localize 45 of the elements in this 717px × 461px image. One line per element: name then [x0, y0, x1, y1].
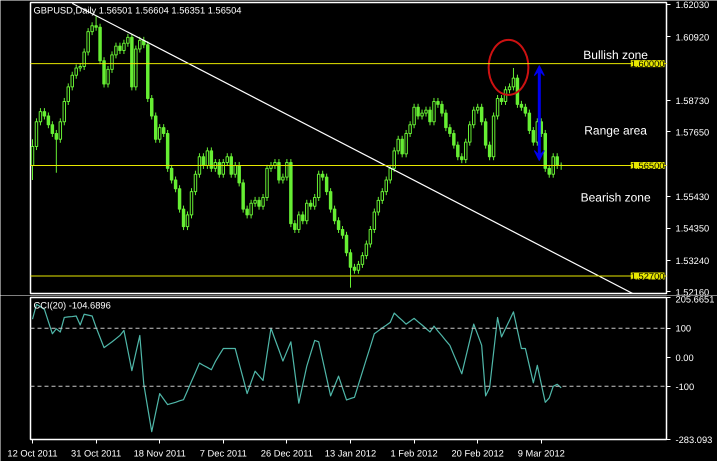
y-tick-label: 0.00 — [676, 352, 694, 363]
candlestick — [305, 199, 308, 225]
y-tick-label: 1.62030 — [676, 0, 710, 10]
y-tick-label: 1.58730 — [676, 96, 710, 106]
candlestick — [297, 210, 301, 234]
y-tick-label: 100 — [676, 324, 692, 334]
x-tick-label: 20 Feb 2012 — [451, 448, 504, 458]
candlestick — [122, 39, 126, 55]
y-tick-label: 1.53240 — [676, 256, 710, 266]
x-tick-label: 31 Oct 2011 — [71, 448, 122, 458]
candlestick — [218, 158, 222, 178]
candlestick — [249, 199, 253, 219]
x-tick-label: 7 Dec 2011 — [200, 448, 247, 458]
candlestick — [432, 97, 436, 126]
x-tick-label: 18 Nov 2011 — [134, 448, 186, 458]
x-tick-label: 26 Dec 2011 — [260, 448, 314, 458]
candlestick — [206, 146, 210, 170]
candlestick — [230, 152, 233, 178]
candlestick — [210, 146, 214, 172]
candlestick — [222, 158, 226, 178]
candlestick — [400, 135, 404, 158]
candlestick — [420, 109, 424, 120]
y-tick-label: 1.55430 — [676, 192, 710, 202]
x-tick-label: 13 Jan 2012 — [324, 448, 376, 458]
y-tick-label: -283.093 — [676, 435, 712, 445]
x-tick-label: 1 Feb 2012 — [390, 448, 438, 458]
ref-line-label: 1.52700 — [630, 272, 665, 282]
y-tick-label: 1.52160 — [676, 287, 710, 298]
candlestick — [118, 42, 122, 55]
y-tick-label: 205.6651 — [676, 294, 714, 304]
x-tick-label: 12 Oct 2011 — [7, 448, 58, 458]
y-tick-label: 1.57650 — [676, 127, 710, 138]
x-tick-label: 9 Mar 2012 — [518, 448, 565, 458]
candlestick — [277, 158, 281, 184]
y-tick-label: 1.60920 — [676, 32, 710, 42]
annotation: Bullish zone — [583, 48, 648, 62]
y-tick-label: -100 — [676, 382, 694, 392]
annotation: Range area — [584, 124, 648, 138]
candlestick — [257, 196, 261, 210]
y-tick-label: 1.54350 — [676, 224, 710, 234]
ref-line-label: 1.60000 — [630, 59, 665, 70]
candlestick — [551, 152, 555, 178]
annotation: Bearish zone — [580, 190, 651, 204]
ref-line-label: 1.56500 — [630, 160, 665, 171]
line-series — [32, 304, 562, 432]
